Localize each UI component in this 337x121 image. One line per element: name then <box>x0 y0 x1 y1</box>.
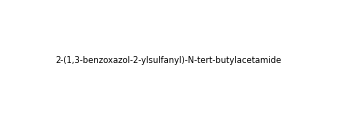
Text: 2-(1,3-benzoxazol-2-ylsulfanyl)-N-tert-butylacetamide: 2-(1,3-benzoxazol-2-ylsulfanyl)-N-tert-b… <box>55 56 282 65</box>
